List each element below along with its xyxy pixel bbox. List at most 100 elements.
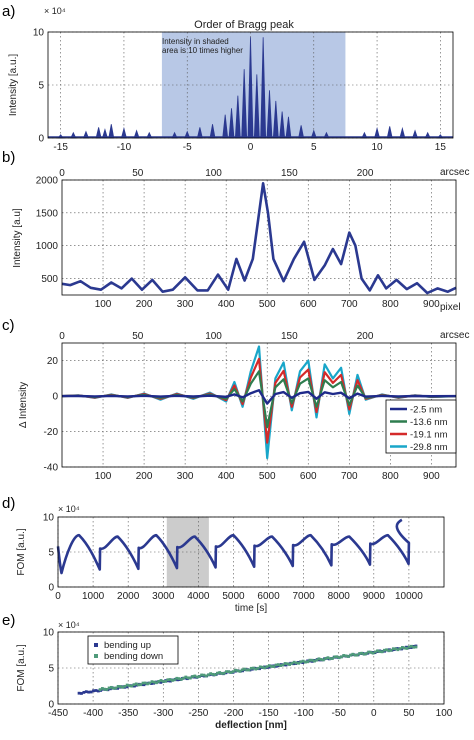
data-point — [274, 663, 278, 667]
data-point — [322, 658, 325, 662]
data-point — [270, 665, 273, 668]
y-tick: 5 — [38, 81, 44, 92]
data-point — [202, 673, 206, 677]
data-point — [143, 681, 147, 685]
x-tick: 500 — [259, 471, 276, 482]
x-tick: 300 — [177, 471, 194, 482]
data-point — [179, 677, 183, 681]
data-point — [191, 675, 194, 678]
x-tick: 7000 — [293, 591, 316, 602]
x-tick: 900 — [423, 471, 440, 482]
data-point — [376, 649, 379, 653]
data-point — [96, 689, 100, 693]
panel-letter-d: d) — [2, 495, 15, 512]
peak — [70, 131, 77, 139]
x-tick: -300 — [153, 708, 173, 719]
data-point — [112, 686, 116, 690]
data-point — [326, 656, 330, 660]
data-point — [301, 661, 305, 665]
legend-label: -19.1 nm — [410, 430, 448, 441]
data-point — [281, 663, 285, 667]
data-point — [204, 674, 208, 678]
data-point — [116, 684, 120, 688]
data-point — [211, 672, 215, 676]
y-tick: 10 — [33, 28, 45, 39]
data-point — [87, 690, 91, 694]
y-axis-label: Intensity [a.u.] — [8, 54, 19, 116]
x-tick: 200 — [136, 299, 153, 310]
data-point — [119, 685, 122, 688]
x-tick: -150 — [259, 708, 279, 719]
panel-b-chart: Intensity [a.u] pixel arcsec 100 200 300 40… — [12, 167, 469, 313]
peak — [361, 131, 368, 139]
data-point — [310, 658, 314, 662]
data-point — [114, 686, 118, 690]
data-point — [159, 680, 163, 684]
x-tick: 8000 — [328, 591, 351, 602]
data-point — [319, 658, 323, 661]
y-tick: 10 — [43, 513, 55, 524]
data-point — [139, 683, 143, 687]
data-point — [213, 673, 217, 677]
data-point — [100, 687, 104, 690]
peak — [399, 126, 406, 139]
data-point — [168, 678, 172, 681]
x-tick: 15 — [435, 142, 447, 153]
x-tick: -200 — [223, 708, 243, 719]
data-point — [353, 653, 357, 657]
grid-lines — [57, 516, 444, 588]
data-point — [385, 648, 389, 652]
data-point — [256, 666, 260, 670]
x-tick: 400 — [218, 471, 235, 482]
data-point — [340, 655, 343, 659]
data-point — [121, 685, 125, 689]
data-point — [398, 647, 402, 651]
data-point — [346, 655, 350, 658]
data-point — [98, 688, 102, 691]
data-point — [82, 690, 86, 694]
data-point — [380, 650, 384, 654]
data-point — [195, 675, 199, 679]
data-point — [193, 674, 197, 678]
x-tick: 600 — [300, 299, 317, 310]
panel-letter-a: a) — [2, 3, 15, 20]
peak — [411, 129, 419, 139]
x2-tick: 50 — [132, 168, 144, 179]
data-point — [371, 651, 375, 655]
legend: -2.5 nm-13.6 nm -19.1 nm-29.8 nm — [385, 399, 457, 454]
data-point — [313, 659, 316, 663]
panel-letter-b: b) — [2, 149, 15, 166]
data-point — [92, 689, 95, 693]
x-tick: 800 — [382, 299, 399, 310]
x2-tick: 150 — [281, 331, 298, 342]
data-point — [362, 652, 366, 656]
data-point — [410, 644, 413, 648]
data-point — [218, 671, 222, 674]
data-point — [222, 671, 226, 675]
data-point — [349, 653, 352, 657]
data-point — [283, 662, 287, 665]
x-tick: 700 — [341, 471, 358, 482]
data-point — [263, 666, 267, 670]
data-point — [367, 650, 370, 654]
data-point — [331, 657, 334, 660]
data-point — [324, 657, 328, 660]
x-tick: 2000 — [117, 591, 140, 602]
data-point — [294, 661, 298, 665]
data-point — [134, 682, 138, 686]
data-point — [261, 665, 264, 669]
x-tick: 5 — [311, 142, 317, 153]
data-point — [267, 664, 271, 668]
data-point — [389, 648, 393, 652]
data-point — [216, 671, 219, 675]
data-point — [373, 650, 377, 654]
data-point — [249, 666, 253, 670]
peak — [386, 126, 393, 139]
data-point — [335, 655, 339, 659]
x-tick-labels: 0 1000 2000 3000 4000 5000 6000 7000 8000 9000 100… — [55, 591, 423, 602]
x2-tick: 150 — [281, 168, 298, 179]
y-tick-labels: 0 5 10 — [43, 628, 55, 711]
legend-label: -2.5 nm — [410, 405, 442, 416]
plot-frame — [57, 516, 445, 588]
data-point — [107, 686, 111, 690]
